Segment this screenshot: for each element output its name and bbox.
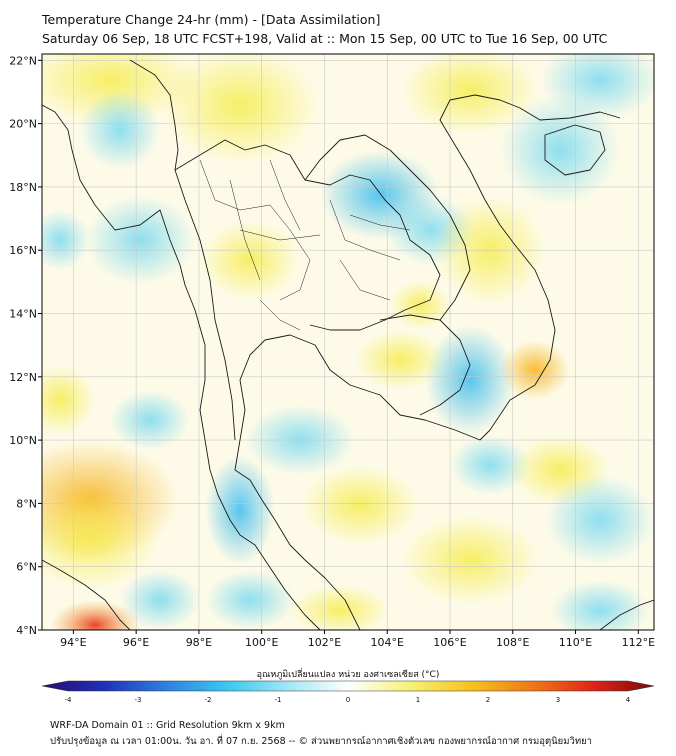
lon-tick-label: 110°E [559, 636, 592, 649]
temperature-field [42, 54, 654, 630]
sumatra-coast [42, 559, 131, 630]
lon-tick-label: 106°E [433, 636, 466, 649]
lat-tick-label: 16°N [9, 244, 37, 257]
axis-ticks: 94°E 96°E 98°E 100°E 102°E 104°E 106°E 108°E 110… [9, 54, 655, 649]
footer-credit: ปรับปรุงข้อมูล ณ เวลา 01:00น. วัน อา. ที… [50, 736, 592, 747]
footer-model-info: WRF-DA Domain 01 :: Grid Resolution 9km … [50, 720, 285, 731]
cambodia-border [379, 314, 471, 416]
colorbar-tick-label: 2 [486, 696, 490, 704]
myanmar-coastline [42, 104, 241, 536]
malay-peninsula-west [239, 534, 321, 630]
colorbar-label: อุณหภูมิเปลี่ยนแปลง หน่วย องศาเซลเซียส (… [257, 667, 440, 680]
colorbar: อุณหภูมิเปลี่ยนแปลง หน่วย องศาเซลเซียส (… [41, 667, 655, 704]
lon-tick-label: 112°E [622, 636, 655, 649]
lon-tick-label: 98°E [186, 636, 212, 649]
colorbar-tick-label: -3 [135, 696, 142, 704]
lat-tick-label: 8°N [16, 497, 37, 510]
lon-tick-label: 100°E [245, 636, 278, 649]
lon-tick-label: 102°E [308, 636, 341, 649]
map-subtitle: Saturday 06 Sep, 18 UTC FCST+198, Valid … [42, 31, 608, 46]
lat-tick-label: 12°N [9, 371, 37, 384]
myanmar-border [129, 59, 236, 441]
colorbar-tick-label: -2 [205, 696, 212, 704]
provincial-lines [199, 159, 411, 331]
colorbar-tick-label: 0 [346, 696, 350, 704]
lon-tick-label: 96°E [123, 636, 149, 649]
thailand-border [174, 139, 441, 331]
lat-tick-label: 14°N [9, 308, 37, 321]
lat-tick-label: 18°N [9, 181, 37, 194]
colorbar-tick-label: 1 [416, 696, 420, 704]
lat-tick-label: 20°N [9, 118, 37, 131]
lon-tick-label: 108°E [496, 636, 529, 649]
hainan-island [544, 124, 606, 176]
colorbar-tick-label: -1 [275, 696, 282, 704]
lon-tick-label: 94°E [60, 636, 86, 649]
gulf-of-thailand-coast [234, 94, 621, 471]
lat-tick-label: 10°N [9, 434, 37, 447]
map-title: Temperature Change 24-hr (mm) - [Data As… [42, 12, 381, 27]
lat-tick-label: 4°N [16, 624, 37, 637]
lat-tick-label: 22°N [9, 54, 37, 67]
colorbar-tick-label: 4 [626, 696, 631, 704]
plot-frame [41, 53, 655, 631]
colorbar-bar [41, 680, 655, 692]
coastlines-and-borders [42, 59, 654, 630]
laos-vietnam-border [304, 134, 471, 321]
lat-tick-label: 6°N [16, 561, 37, 574]
colorbar-tick-label: 3 [556, 696, 560, 704]
lon-tick-label: 104°E [371, 636, 404, 649]
malay-peninsula-east [234, 469, 361, 630]
graticule [42, 54, 654, 630]
colorbar-tick-label: -4 [65, 696, 73, 704]
borneo-coast [599, 599, 654, 630]
